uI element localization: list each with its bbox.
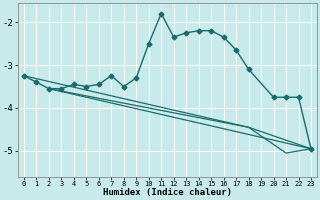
X-axis label: Humidex (Indice chaleur): Humidex (Indice chaleur) (103, 188, 232, 197)
